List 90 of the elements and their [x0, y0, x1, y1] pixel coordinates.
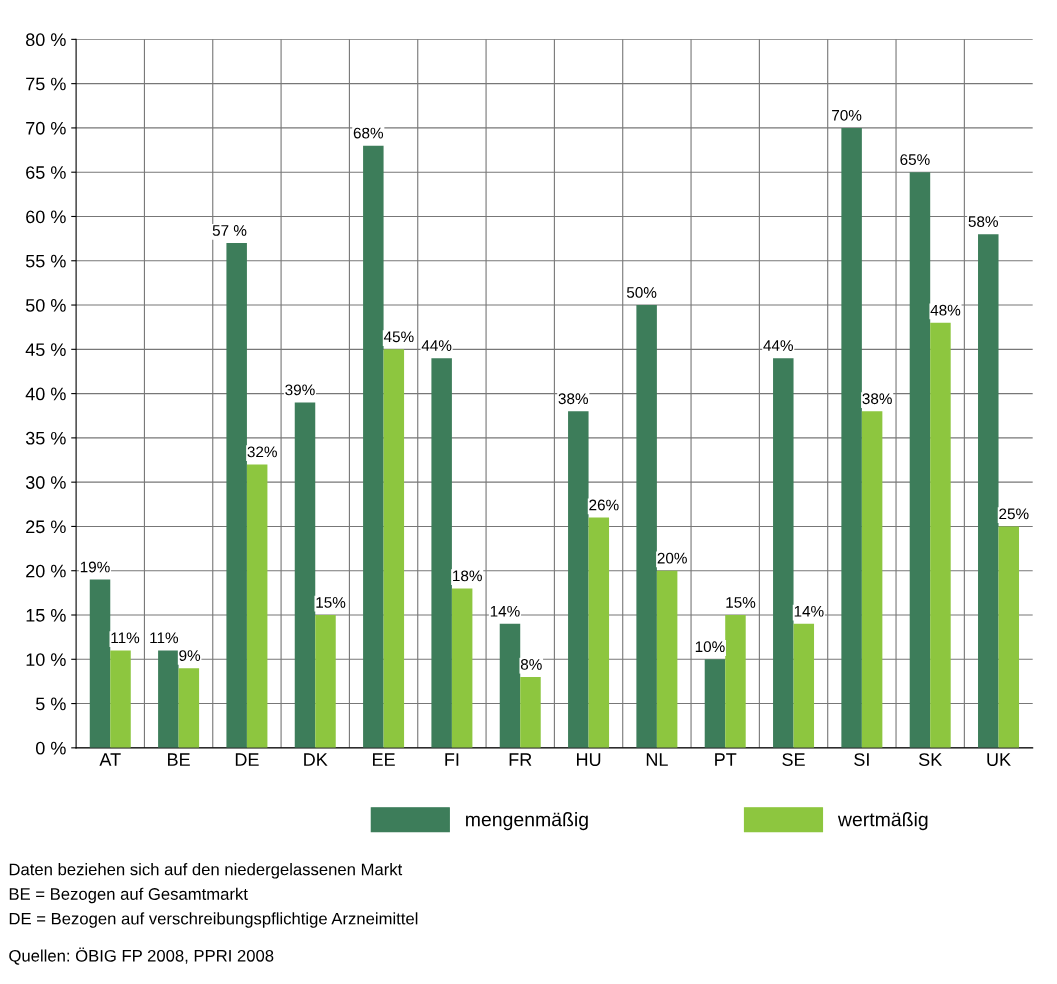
- data-label: 32%: [247, 446, 277, 458]
- bar: [909, 172, 931, 748]
- y-tick-label: 70 %: [26, 121, 66, 135]
- bar: [431, 358, 452, 748]
- x-tick-label: AT: [99, 753, 121, 766]
- bar: [158, 650, 179, 748]
- data-label: 14%: [794, 605, 824, 617]
- data-label: 58%: [968, 216, 998, 228]
- data-label: 14%: [490, 605, 520, 617]
- bar: [656, 570, 678, 748]
- bar: [383, 349, 405, 748]
- data-label: 38%: [862, 393, 892, 405]
- bar: [499, 623, 521, 748]
- y-tick-label: 35 %: [25, 431, 66, 445]
- data-label: 26%: [589, 499, 619, 511]
- y-tick-label: 65 %: [26, 166, 66, 179]
- text: Daten beziehen sich auf den niedergelassenen Markt: [9, 863, 403, 879]
- data-label: 19%: [80, 561, 110, 573]
- bar: [998, 526, 1020, 748]
- data-label: 15%: [726, 597, 756, 608]
- data-label: 15%: [316, 597, 346, 608]
- bar: [861, 411, 883, 748]
- data-label: 11%: [111, 632, 140, 644]
- bar: [568, 411, 589, 748]
- x-tick-label: PT: [715, 753, 737, 766]
- data-label: 18%: [453, 570, 482, 582]
- bar: [110, 650, 131, 748]
- data-label: 10%: [695, 641, 725, 653]
- data-label: 68%: [353, 127, 384, 139]
- x-tick-label: DK: [304, 753, 328, 766]
- x-tick-label: SE: [782, 753, 805, 766]
- bar: [773, 358, 794, 748]
- bar: [588, 517, 610, 748]
- data-label: 38%: [558, 393, 589, 405]
- bar: [841, 127, 862, 748]
- data-label: 45%: [383, 331, 414, 343]
- bar: [226, 243, 247, 748]
- y-tick-label: 40 %: [25, 387, 66, 401]
- bar: [704, 659, 726, 748]
- bar: [294, 402, 316, 748]
- data-label: 48%: [930, 304, 961, 316]
- bar: [725, 615, 746, 748]
- x-tick-label: FR: [509, 753, 532, 766]
- x-tick-label: BE: [168, 753, 190, 766]
- bar: [363, 145, 384, 748]
- x-tick-label: FI: [445, 753, 459, 766]
- legend-label: wertmäßig: [837, 812, 928, 831]
- data-label: 11%: [150, 632, 179, 644]
- y-tick-label: 5 %: [35, 697, 66, 711]
- data-label: 57 %: [212, 225, 247, 236]
- data-label: 20%: [657, 552, 687, 564]
- data-label: 8%: [520, 658, 542, 670]
- y-tick-label: 25 %: [26, 520, 66, 534]
- data-label: 65%: [900, 154, 930, 166]
- y-tick-label: 50 %: [25, 298, 66, 312]
- y-tick-label: 45 %: [25, 343, 66, 357]
- bar: [178, 668, 200, 748]
- x-tick-label: EE: [373, 753, 395, 766]
- bar: [315, 615, 336, 748]
- legend-label: mengenmäßig: [466, 812, 588, 831]
- data-label: 70%: [832, 109, 862, 121]
- bar: [451, 588, 473, 748]
- x-tick-label: UK: [987, 753, 1011, 766]
- y-tick-label: 20 %: [26, 564, 66, 578]
- text: BE = Bezogen auf Gesamtmarkt: [9, 887, 248, 904]
- x-tick-label: DE: [235, 753, 259, 766]
- y-tick-label: 0 %: [35, 741, 66, 755]
- y-tick-label: 10 %: [26, 653, 66, 666]
- data-label: 9%: [179, 650, 201, 661]
- data-label: 44%: [421, 340, 452, 351]
- bar: [246, 464, 268, 748]
- x-tick-label: SI: [854, 753, 869, 766]
- data-label: 44%: [763, 340, 793, 351]
- y-tick-label: 60 %: [26, 210, 66, 224]
- text: DE = Bezogen auf verschreibungspflichtige Arzneimittel: [9, 912, 418, 928]
- source-note: Quellen: ÖBIG FP 2008, PPRI 2008: [9, 947, 274, 965]
- data-label: 25%: [999, 508, 1029, 520]
- data-label: 39%: [285, 384, 315, 396]
- y-tick-label: 15 %: [26, 609, 66, 622]
- y-tick-label: 80 %: [26, 33, 66, 47]
- bar: [636, 305, 657, 748]
- y-tick-label: 55 %: [25, 254, 66, 268]
- x-tick-label: HU: [577, 753, 601, 766]
- bar: [978, 234, 999, 748]
- y-tick-label: 75 %: [26, 77, 66, 91]
- bar: [89, 579, 111, 748]
- y-tick-label: 30 %: [25, 476, 66, 489]
- x-tick-label: NL: [646, 753, 668, 766]
- x-tick-label: SK: [918, 753, 943, 766]
- data-label: 50%: [626, 287, 657, 298]
